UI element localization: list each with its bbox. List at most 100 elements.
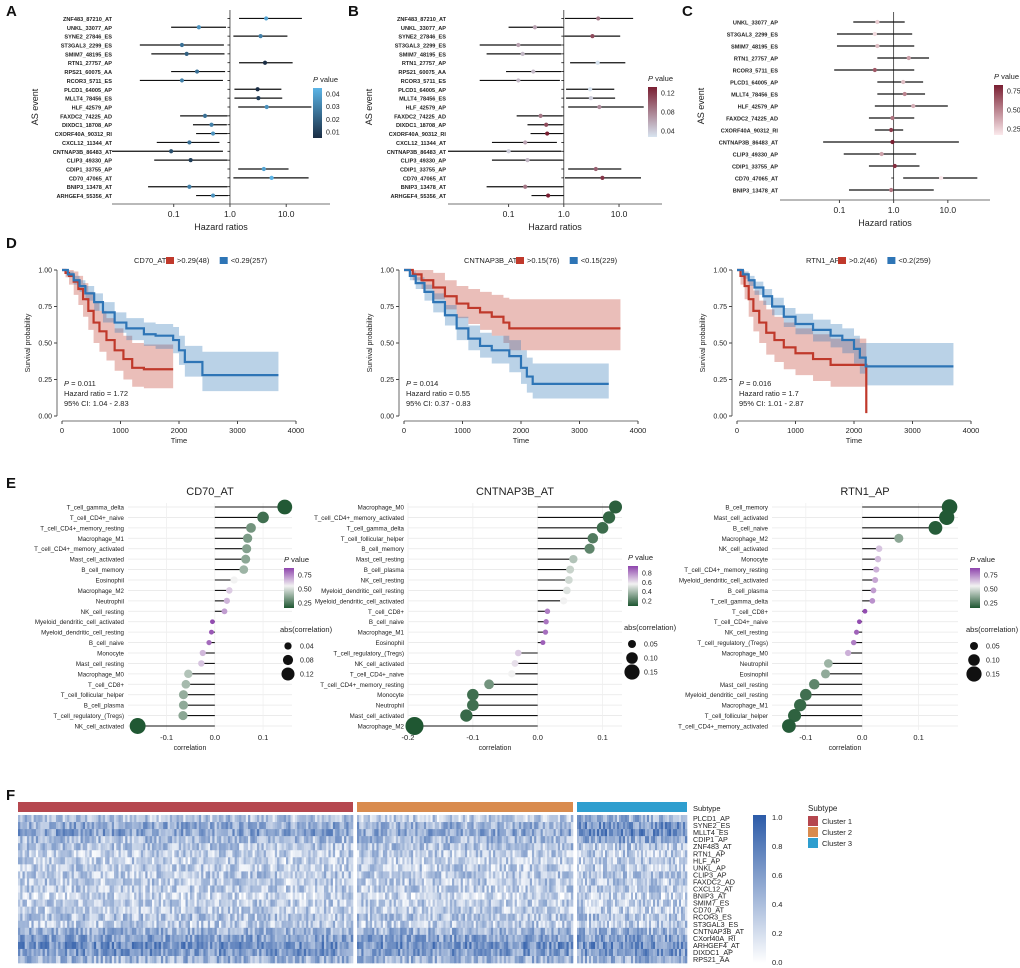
survival-curve-high: [737, 268, 868, 414]
heatmap-cell: [194, 857, 197, 865]
heatmap-cell: [111, 822, 115, 830]
heatmap-cell: [415, 836, 418, 844]
heatmap-cell: [521, 822, 524, 830]
heatmap-cell: [71, 913, 75, 922]
heatmap-cell: [241, 815, 244, 823]
heatmap-cell: [82, 899, 86, 907]
hr-point: [179, 42, 185, 48]
heatmap-cell: [245, 878, 249, 886]
heatmap-cell: [268, 857, 271, 865]
heatmap-cell: [22, 829, 25, 837]
heatmap-cell: [477, 850, 481, 858]
heatmap-cell: [58, 892, 61, 900]
size-legend-dot: [966, 666, 982, 682]
heatmap-cell: [22, 836, 25, 844]
heatmap-cell: [480, 822, 483, 830]
heatmap-cell: [501, 857, 505, 865]
heatmap-cell: [555, 885, 559, 893]
heatmap-cell: [290, 836, 293, 844]
heatmap-cell: [24, 864, 28, 872]
heatmap-cell: [385, 822, 388, 830]
heatmap-cell: [53, 843, 57, 851]
heatmap-cell: [263, 920, 267, 929]
heatmap-cell: [385, 850, 388, 858]
heatmap-cell: [225, 878, 229, 886]
heatmap-cell: [134, 892, 137, 900]
heatmap-cell: [382, 822, 386, 830]
x-tick-label: 0: [60, 426, 64, 435]
heatmap-cell: [346, 857, 349, 865]
heatmap-cell: [428, 836, 431, 844]
heatmap-cell: [421, 843, 425, 851]
heatmap-cell: [560, 885, 563, 893]
heatmap-cell: [344, 878, 347, 886]
heatmap-cell: [29, 948, 32, 957]
heatmap-cell: [156, 829, 159, 837]
heatmap-cell: [421, 815, 425, 823]
heatmap-cell: [400, 857, 403, 865]
heatmap-cell: [486, 864, 490, 872]
heatmap-cell: [538, 857, 541, 865]
heatmap-cell: [445, 850, 449, 858]
heatmap-cell: [391, 871, 395, 879]
heatmap-cell: [58, 871, 61, 879]
heatmap-cell: [473, 822, 477, 830]
heatmap-cell: [111, 927, 115, 936]
heatmap-cell: [93, 899, 97, 907]
heatmap-cell: [18, 836, 21, 844]
heatmap-cell: [432, 850, 436, 858]
heatmap-cell: [60, 857, 63, 865]
heatmap-cell: [378, 836, 382, 844]
heatmap-cell: [323, 913, 327, 922]
heatmap-cell: [310, 927, 314, 936]
heatmap-cell: [198, 934, 202, 943]
heatmap-cell: [38, 941, 41, 950]
heatmap-cell: [531, 871, 535, 879]
heatmap-cell: [426, 857, 429, 865]
heatmap-cell: [167, 822, 171, 830]
heatmap-cell: [55, 934, 59, 943]
heatmap-cell: [42, 927, 46, 936]
heatmap-cell: [102, 899, 106, 907]
heatmap-cell: [292, 864, 296, 872]
heatmap-cell: [181, 948, 184, 957]
heatmap-cell: [391, 878, 395, 886]
heatmap-cell: [44, 843, 48, 851]
heatmap-cell: [301, 829, 305, 837]
heatmap-cell: [214, 836, 218, 844]
heatmap-cell: [35, 815, 39, 823]
heatmap-cell: [465, 836, 468, 844]
heatmap-cell: [64, 850, 68, 858]
heatmap-cell: [454, 843, 457, 851]
heatmap-cell: [73, 857, 77, 865]
heatmap-cell: [321, 885, 325, 893]
heatmap-cell: [205, 899, 209, 907]
heatmap-cell: [387, 857, 390, 865]
heatmap-cell: [335, 843, 338, 851]
heatmap-cell: [531, 822, 535, 830]
size-legend-label: 0.05: [644, 642, 658, 649]
heatmap-cell: [265, 906, 269, 914]
heatmap-cell: [91, 885, 95, 893]
heatmap-cell: [187, 822, 191, 830]
heatmap-cell: [279, 941, 282, 950]
heatmap-cell: [60, 920, 63, 929]
heatmap-cell: [454, 878, 457, 886]
heatmap-cell: [389, 864, 392, 872]
heatmap-cell: [51, 885, 55, 893]
heatmap-cell: [344, 899, 347, 907]
heatmap-cell: [26, 920, 30, 929]
panel-letter-B: B: [348, 3, 359, 20]
heatmap-cell: [542, 822, 546, 830]
heatmap-cell: [174, 906, 177, 914]
heatmap-cell: [174, 927, 177, 936]
heatmap-cell: [100, 941, 104, 950]
heatmap-cell: [529, 857, 533, 865]
heatmap-cell: [363, 829, 366, 837]
heatmap-cell: [508, 864, 511, 872]
heatmap-cell: [317, 836, 320, 844]
heatmap-cell: [452, 829, 455, 837]
heatmap-cell: [361, 815, 364, 823]
heatmap-cell: [216, 913, 220, 922]
heatmap-cell: [236, 864, 240, 872]
